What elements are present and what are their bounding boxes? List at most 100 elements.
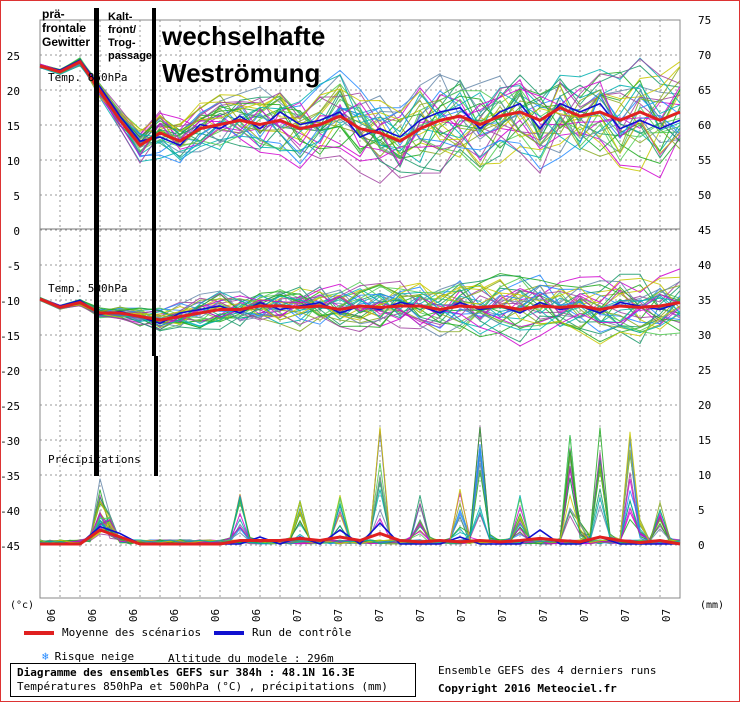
plot-border xyxy=(39,19,681,599)
control-swatch xyxy=(214,631,244,635)
x-date-label: 01/07 xyxy=(291,609,304,622)
annotation-prefrontal-line: Gewitter xyxy=(42,35,90,49)
right-tick-label: 15 xyxy=(698,434,711,447)
mean-lines xyxy=(39,59,681,546)
ensemble-member-temp850 xyxy=(39,62,681,157)
ensemble-member-temp500 xyxy=(39,280,681,320)
left-tick-label: -10 xyxy=(0,295,20,308)
right-tick-label: 5 xyxy=(698,504,705,517)
x-date-label: 28/06 xyxy=(168,609,181,622)
ensemble-member-temp850 xyxy=(39,60,681,155)
legend-mean-label: Moyenne des scénarios xyxy=(62,626,202,639)
left-tick-label: 5 xyxy=(13,190,20,203)
left-tick-label: 15 xyxy=(7,120,20,133)
x-date-label: 27/06 xyxy=(127,609,140,622)
mean-line-precip xyxy=(40,528,681,546)
x-date-label: 04/07 xyxy=(414,609,427,622)
mean-swatch xyxy=(24,631,54,635)
ensemble-chart: 2520151050-5-10-15-20-25-30-35-40-457570… xyxy=(0,7,724,622)
info-copyright: Copyright 2016 Meteociel.fr xyxy=(438,682,617,695)
left-tick-label: 10 xyxy=(7,155,20,168)
annotation-bar-coldfront-lower xyxy=(154,356,158,476)
left-tick-label: -45 xyxy=(0,540,20,553)
annotation-coldfront-line: Trog- xyxy=(108,37,136,49)
annotation-bar-prefrontal xyxy=(94,8,99,476)
info-subtitle: Températures 850hPa et 500hPa (°C) , pré… xyxy=(17,680,388,693)
left-tick-label: -35 xyxy=(0,470,20,483)
x-date-label: 29/06 xyxy=(209,609,222,622)
right-tick-label: 75 xyxy=(698,14,711,27)
x-date-label: 30/06 xyxy=(250,609,263,622)
ensemble-member-temp500 xyxy=(39,292,681,345)
x-date-label: 02/07 xyxy=(332,609,345,622)
info-right: Ensemble GEFS des 4 derniers runs Copyri… xyxy=(438,662,657,698)
left-tick-label: 25 xyxy=(7,50,20,63)
annotation-bar-coldfront xyxy=(152,8,156,356)
ensemble-member-temp850 xyxy=(39,59,681,166)
right-tick-label: 30 xyxy=(698,329,711,342)
right-tick-label: 10 xyxy=(698,469,711,482)
ensemble-member-temp500 xyxy=(39,291,681,335)
right-tick-label: 50 xyxy=(698,189,711,202)
ensemble-member-temp850 xyxy=(39,58,681,162)
annotation-prefrontal-line: frontale xyxy=(42,21,86,35)
right-tick-label: 20 xyxy=(698,399,711,412)
legend-control: Run de contrôle xyxy=(214,626,351,639)
x-date-label: 03/07 xyxy=(373,609,386,622)
right-tick-label: 25 xyxy=(698,364,711,377)
left-tick-label: -25 xyxy=(0,400,20,413)
right-tick-label: 65 xyxy=(698,84,711,97)
x-date-label: 08/07 xyxy=(578,609,591,622)
legend-snow-label: Risque neige xyxy=(54,650,135,663)
x-date-label: 05/07 xyxy=(455,609,468,622)
annotation-weststrom-line: Weströmung xyxy=(162,58,320,88)
snowflake-icon: ❄ xyxy=(42,650,49,663)
legend-control-label: Run de contrôle xyxy=(252,626,352,639)
right-tick-label: 60 xyxy=(698,119,711,132)
right-tick-label: 0 xyxy=(698,539,705,552)
left-tick-label: -5 xyxy=(7,260,20,273)
right-tick-label: 70 xyxy=(698,49,711,62)
panel-label-850: Temp. 850hPa xyxy=(48,71,127,84)
ensemble-member-temp850 xyxy=(39,59,681,161)
info-title: Diagramme des ensembles GEFS sur 384h : … xyxy=(17,666,355,679)
ensemble-member-temp500 xyxy=(39,286,681,343)
left-tick-label: 20 xyxy=(7,85,20,98)
right-unit-label: (mm) xyxy=(700,600,724,611)
right-tick-label: 40 xyxy=(698,259,711,272)
x-date-label: 26/06 xyxy=(86,609,99,622)
x-date-label: 25/06 xyxy=(45,609,58,622)
mean-line-temp500 xyxy=(39,297,681,322)
x-date-label: 10/07 xyxy=(660,609,673,622)
panel-label-500: Temp. 500hPa xyxy=(48,282,127,295)
left-tick-label: -20 xyxy=(0,365,20,378)
left-tick-label: -30 xyxy=(0,435,20,448)
right-tick-label: 45 xyxy=(698,224,711,237)
left-tick-label: 0 xyxy=(13,225,20,238)
left-tick-label: -15 xyxy=(0,330,20,343)
legend-altitude: Altitude du modele : 296m xyxy=(168,652,334,665)
annotation-prefrontal-line: prä- xyxy=(42,7,65,21)
right-tick-label: 35 xyxy=(698,294,711,307)
ensemble-member-temp850 xyxy=(39,64,681,159)
annotation-coldfront-line: Kalt- xyxy=(108,11,133,23)
info-runs: Ensemble GEFS des 4 derniers runs xyxy=(438,664,657,677)
ensemble-member-temp500 xyxy=(39,289,681,333)
x-date-label: 09/07 xyxy=(619,609,632,622)
ensemble-member-temp850 xyxy=(39,61,681,170)
left-tick-label: -40 xyxy=(0,505,20,518)
ensemble-member-temp850 xyxy=(39,63,681,155)
annotation-weststrom-line: wechselhafte xyxy=(161,21,325,51)
annotation-coldfront-line: front/ xyxy=(108,24,136,36)
ensemble-member-temp850 xyxy=(39,58,681,179)
mean-line-temp850 xyxy=(39,59,681,148)
ensemble-member-temp850 xyxy=(39,58,681,164)
x-date-label: 06/07 xyxy=(496,609,509,622)
info-box: Diagramme des ensembles GEFS sur 384h : … xyxy=(10,663,416,697)
x-date-label: 07/07 xyxy=(537,609,550,622)
legend: Moyenne des scénarios Run de contrôle ❄ R… xyxy=(0,622,742,666)
right-tick-label: 55 xyxy=(698,154,711,167)
axes: 2520151050-5-10-15-20-25-30-35-40-457570… xyxy=(0,14,724,622)
